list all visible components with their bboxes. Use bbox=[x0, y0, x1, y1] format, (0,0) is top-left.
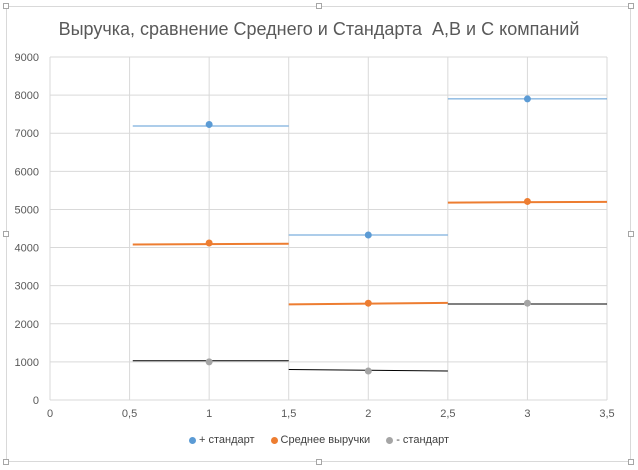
data-point bbox=[523, 197, 531, 205]
data-point bbox=[205, 358, 213, 366]
x-tick-label: 2,5 bbox=[440, 408, 455, 420]
resize-handle-middle-left[interactable] bbox=[3, 231, 9, 237]
data-point bbox=[523, 299, 531, 307]
y-tick-label: 4000 bbox=[15, 243, 39, 255]
y-tick-label: 0 bbox=[33, 395, 39, 407]
legend-marker-icon bbox=[270, 436, 278, 444]
resize-handle-top-center[interactable] bbox=[316, 3, 322, 9]
y-tick-label: 1000 bbox=[15, 357, 39, 369]
data-point bbox=[523, 95, 531, 103]
legend-label: Среднее выручки bbox=[280, 434, 371, 446]
x-tick-label: 1,5 bbox=[281, 408, 296, 420]
data-point bbox=[364, 299, 372, 307]
resize-handle-middle-right[interactable] bbox=[628, 231, 634, 237]
resize-handle-bottom-center[interactable] bbox=[316, 459, 322, 465]
y-tick-label: 2000 bbox=[15, 319, 39, 331]
y-tick-label: 8000 bbox=[15, 90, 39, 102]
x-tick-label: 2 bbox=[365, 408, 371, 420]
x-tick-label: 3 bbox=[524, 408, 530, 420]
resize-handle-bottom-right[interactable] bbox=[628, 459, 634, 465]
resize-handle-bottom-left[interactable] bbox=[3, 459, 9, 465]
x-tick-label: 0,5 bbox=[122, 408, 137, 420]
legend-label: - стандарт bbox=[396, 434, 449, 446]
x-tick-label: 3,5 bbox=[599, 408, 614, 420]
legend-item[interactable]: - стандарт bbox=[386, 434, 449, 446]
y-tick-label: 5000 bbox=[15, 204, 39, 216]
y-tick-label: 7000 bbox=[15, 128, 39, 140]
resize-handle-top-right[interactable] bbox=[628, 3, 634, 9]
legend-item[interactable]: Среднее выручки bbox=[270, 434, 371, 446]
legend-marker-icon bbox=[386, 436, 394, 444]
y-tick-label: 3000 bbox=[15, 281, 39, 293]
resize-handle-top-left[interactable] bbox=[3, 3, 9, 9]
x-tick-label: 1 bbox=[206, 408, 212, 420]
data-point bbox=[364, 367, 372, 375]
data-point bbox=[364, 231, 372, 239]
data-point bbox=[205, 239, 213, 247]
legend-marker-icon bbox=[189, 436, 196, 444]
chart-title[interactable]: Выручка, сравнение Среднего и Стандарта … bbox=[58, 19, 580, 39]
data-point bbox=[205, 120, 213, 128]
legend[interactable]: + стандарт Среднее выручки - стандарт bbox=[0, 434, 638, 446]
y-tick-label: 9000 bbox=[15, 52, 39, 64]
legend-item[interactable]: + стандарт bbox=[189, 434, 255, 446]
chart-area[interactable] bbox=[6, 6, 631, 462]
y-tick-label: 6000 bbox=[15, 166, 39, 178]
legend-label: + стандарт bbox=[199, 434, 255, 446]
x-tick-label: 0 bbox=[47, 408, 53, 420]
